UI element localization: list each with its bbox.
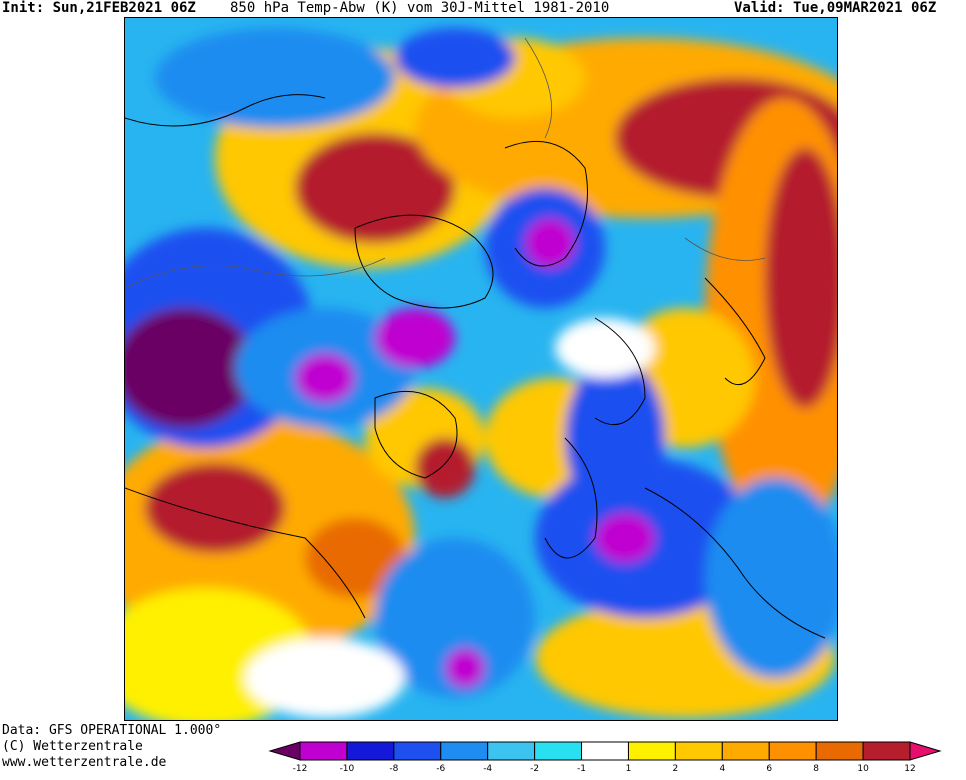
colorbar-tick-label: -8 <box>389 764 398 774</box>
colorbar-swatch <box>721 741 770 761</box>
colorbar-arrow-left <box>268 741 301 761</box>
colorbar-tick-label: 10 <box>857 764 869 774</box>
colorbar-swatch <box>534 741 583 761</box>
anomaly-blobs <box>125 28 837 720</box>
zero-isolines <box>125 37 766 289</box>
colorbar-tick-label: 2 <box>673 764 679 774</box>
colorbar-tick-label: 8 <box>813 764 819 774</box>
colorbar-swatch <box>674 741 723 761</box>
colorbar-tick-label: -2 <box>530 764 539 774</box>
colorbar-arrow-right <box>909 741 942 761</box>
colorbar-tick-label: 12 <box>904 764 915 774</box>
colorbar-tick-label: -4 <box>483 764 492 774</box>
anomaly-field <box>125 18 837 720</box>
colorbar-swatch <box>487 741 536 761</box>
colorbar-swatch <box>862 741 911 761</box>
data-source: Data: GFS OPERATIONAL 1.000° <box>2 723 222 738</box>
anomaly-map[interactable] <box>124 17 838 721</box>
colorbar-tick-label: 4 <box>719 764 725 774</box>
colorbar-tick-label: -1 <box>577 764 586 774</box>
colorbar-swatch <box>815 741 864 761</box>
colorbar-tick-label: -6 <box>436 764 445 774</box>
colorbar-swatch <box>581 741 629 761</box>
colorbar-swatch <box>299 741 348 761</box>
colorbar-tick-label: -12 <box>293 764 308 774</box>
init-time: Init: Sun,21FEB2021 06Z <box>2 0 196 16</box>
chart-title: 850 hPa Temp-Abw (K) vom 30J-Mittel 1981… <box>230 0 610 16</box>
colorbar-swatch <box>440 741 489 761</box>
colorbar-tick-label: 1 <box>626 764 632 774</box>
coastlines <box>125 94 826 639</box>
colorbar-swatch <box>627 741 676 761</box>
website-url[interactable]: www.wetterzentrale.de <box>2 755 167 770</box>
colorbar-swatch <box>346 741 395 761</box>
copyright: (C) Wetterzentrale <box>2 739 143 754</box>
colorbar-tick-label: -10 <box>340 764 355 774</box>
colorbar-swatch <box>393 741 442 761</box>
colorbar-swatch <box>768 741 817 761</box>
valid-time: Valid: Tue,09MAR2021 06Z <box>734 0 937 16</box>
colorbar-tick-label: 6 <box>766 764 772 774</box>
